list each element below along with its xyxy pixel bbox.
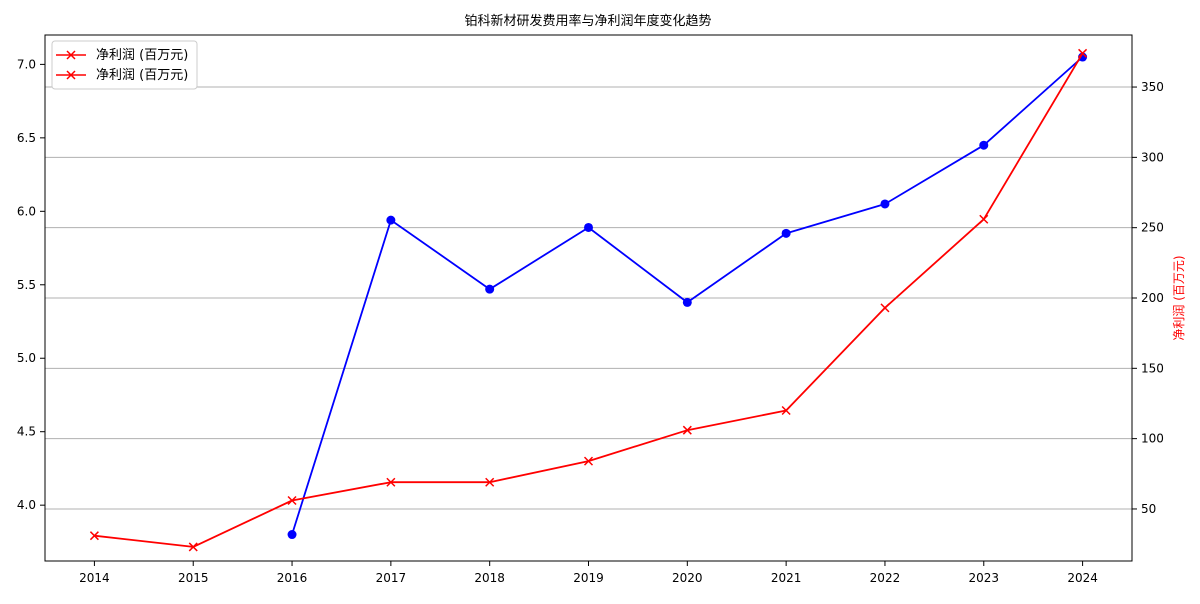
- right-y-tick-label: 100: [1141, 432, 1164, 446]
- right-y-tick-label: 250: [1141, 221, 1164, 235]
- x-tick-label: 2021: [771, 571, 802, 585]
- right-y-tick-label: 350: [1141, 80, 1164, 94]
- series-2-point: [188, 542, 198, 552]
- series-2-point: [287, 495, 297, 506]
- left-y-tick-label: 4.5: [17, 425, 36, 439]
- x-tick-label: 2016: [277, 571, 308, 585]
- series-1-point: [485, 284, 495, 294]
- x-tick-label: 2024: [1067, 571, 1098, 585]
- series-2-point: [583, 456, 594, 466]
- legend: 净利润 (百万元) 净利润 (百万元): [51, 40, 198, 90]
- series-1-point: [287, 530, 297, 540]
- legend-label-1: 净利润 (百万元): [96, 48, 188, 63]
- x-tick-label: 2019: [573, 571, 604, 585]
- x-tick-label: 2023: [968, 571, 999, 585]
- series-2-point: [682, 425, 692, 435]
- series-1-point: [880, 199, 890, 209]
- right-y-tick-label: 150: [1141, 361, 1164, 375]
- series-1-point: [584, 222, 593, 232]
- left-y-tick-label: 5.0: [17, 351, 36, 365]
- right-y-tick-label: 300: [1141, 150, 1164, 164]
- left-y-tick-label: 6.0: [17, 204, 36, 218]
- legend-marker-2: [66, 70, 76, 80]
- grid-layer: [45, 86, 1132, 510]
- chart-title: 铂科新材研发费用率与净利润年度变化趋势: [464, 13, 711, 29]
- series-2-point: [386, 477, 396, 487]
- legend-label-2: 净利润 (百万元): [96, 68, 188, 83]
- x-tick-label: 2017: [376, 571, 407, 585]
- series-1-point: [781, 228, 791, 238]
- series-2-point: [89, 531, 99, 541]
- series-2-point: [1078, 48, 1088, 58]
- series-line-1: [291, 56, 1084, 535]
- series-1-point: [386, 215, 396, 225]
- series-2-point: [485, 477, 495, 487]
- x-tick-label: 2022: [870, 571, 901, 585]
- legend-marker-1: [66, 50, 76, 60]
- series-1-point: [682, 297, 692, 307]
- series-line-2: [94, 52, 1084, 548]
- x-tick-label: 2014: [79, 571, 110, 585]
- x-tick-label: 2020: [672, 571, 703, 585]
- left-y-tick-label: 7.0: [17, 57, 36, 71]
- x-tick-label: 2015: [178, 571, 209, 585]
- right-axis-label: 净利润 (百万元): [1172, 255, 1186, 340]
- right-y-tick-label: 200: [1141, 291, 1164, 305]
- legend-box: [51, 40, 198, 90]
- series-layer: [89, 48, 1088, 552]
- series-2-point: [979, 214, 989, 224]
- series-1-point: [979, 140, 989, 150]
- right-y-tick-label: 50: [1141, 502, 1156, 516]
- left-y-tick-label: 4.0: [17, 498, 36, 512]
- x-tick-label: 2018: [474, 571, 505, 585]
- series-2-point: [880, 303, 890, 313]
- axis-layer: 2014 2015 2016 2017 2018 2019 2020 2021 2022 2023…: [17, 57, 1164, 585]
- series-2-point: [781, 405, 791, 416]
- left-y-tick-label: 5.5: [17, 278, 36, 292]
- left-y-tick-label: 6.5: [17, 131, 36, 145]
